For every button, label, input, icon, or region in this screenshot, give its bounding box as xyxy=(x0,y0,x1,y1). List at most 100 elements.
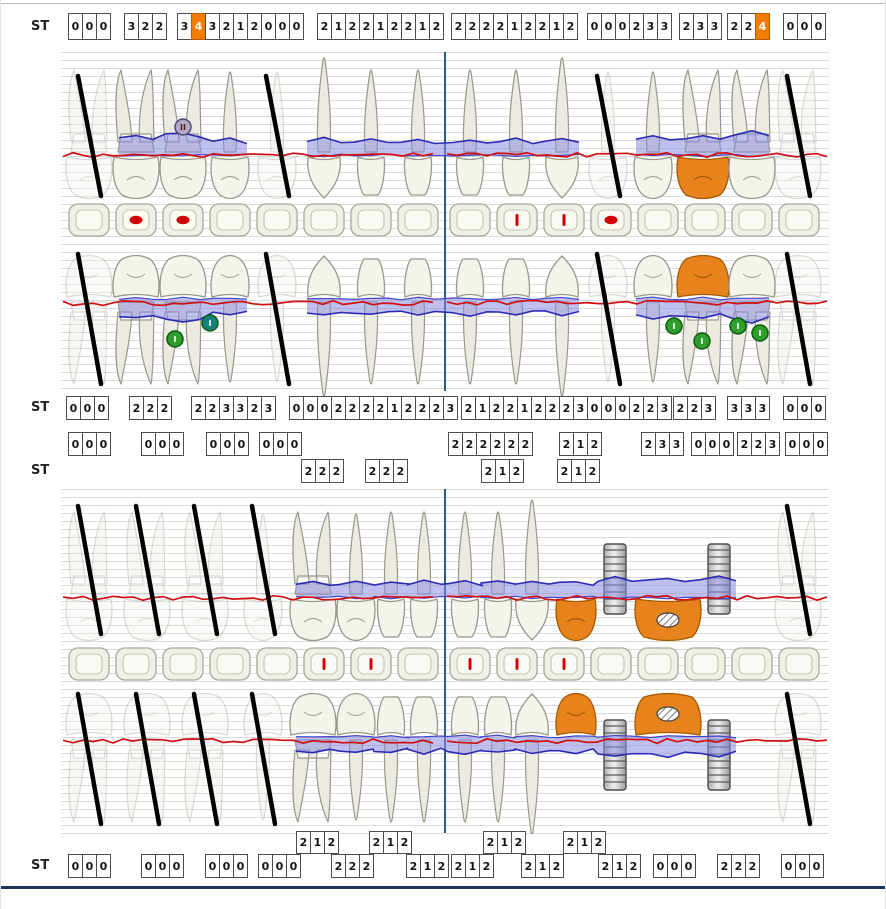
pocket-depth-cell[interactable]: 2 xyxy=(369,831,384,854)
occlusal-surface-cell[interactable] xyxy=(637,203,679,237)
furcation-marker-icon[interactable]: I xyxy=(729,317,747,335)
pocket-depth-cell[interactable]: 0 xyxy=(797,396,812,420)
tooth[interactable] xyxy=(450,511,480,638)
tooth[interactable] xyxy=(159,69,207,200)
pocket-depth-cell[interactable]: 0 xyxy=(797,13,812,40)
pocket-depth-cell[interactable]: 1 xyxy=(475,396,490,420)
pocket-depth-cell[interactable]: 2 xyxy=(157,396,172,420)
pocket-depth-cell[interactable]: 1 xyxy=(571,459,586,483)
pocket-depth-cell[interactable]: 2 xyxy=(476,432,491,456)
pocket-depth-cell[interactable]: 2 xyxy=(531,396,546,420)
pocket-depth-cell[interactable]: 2 xyxy=(587,432,602,456)
pocket-depth-cell[interactable]: 3 xyxy=(707,13,722,40)
pocket-depth-cell[interactable]: 1 xyxy=(577,831,592,854)
pocket-depth-cell[interactable]: 2 xyxy=(559,432,574,456)
tooth[interactable] xyxy=(409,696,439,823)
pocket-depth-cell[interactable]: 0 xyxy=(289,13,304,40)
pocket-depth-cell[interactable]: 2 xyxy=(247,396,262,420)
pocket-depth-cell[interactable]: 2 xyxy=(549,854,564,878)
occlusal-surface-cell[interactable] xyxy=(350,203,392,237)
pocket-depth-cell[interactable]: 2 xyxy=(585,459,600,483)
pocket-depth-cell[interactable]: 0 xyxy=(601,396,616,420)
occlusal-surface-cell[interactable] xyxy=(496,203,538,237)
pocket-depth-cell[interactable]: 0 xyxy=(795,854,810,878)
pocket-depth-cell[interactable]: 0 xyxy=(233,854,248,878)
occlusal-surface-cell[interactable] xyxy=(590,647,632,681)
pocket-depth-cell[interactable]: 0 xyxy=(615,396,630,420)
pocket-depth-cell[interactable]: 2 xyxy=(451,854,466,878)
pocket-depth-cell[interactable]: 0 xyxy=(82,854,97,878)
pocket-depth-cell[interactable]: 0 xyxy=(809,854,824,878)
pocket-depth-cell[interactable]: 0 xyxy=(220,432,235,456)
tooth[interactable] xyxy=(633,254,673,383)
tooth[interactable] xyxy=(774,254,822,385)
occlusal-surface-cell[interactable] xyxy=(209,203,251,237)
tooth[interactable] xyxy=(336,513,376,642)
pocket-depth-cell[interactable]: 2 xyxy=(465,13,480,40)
occlusal-surface-cell[interactable] xyxy=(303,647,345,681)
occlusal-surface-cell[interactable] xyxy=(68,203,110,237)
pocket-depth-cell[interactable]: 1 xyxy=(465,854,480,878)
pocket-depth-cell[interactable]: 2 xyxy=(557,459,572,483)
pocket-depth-cell[interactable]: 1 xyxy=(507,13,522,40)
pocket-depth-cell[interactable]: 2 xyxy=(345,396,360,420)
pocket-depth-cell[interactable]: 0 xyxy=(272,854,287,878)
pocket-depth-cell[interactable]: 0 xyxy=(813,432,828,456)
pocket-depth-cell[interactable]: 2 xyxy=(324,831,339,854)
pocket-depth-cell[interactable]: 3 xyxy=(124,13,139,40)
pocket-depth-cell[interactable]: 4 xyxy=(755,13,770,40)
pocket-depth-cell[interactable]: 0 xyxy=(601,13,616,40)
pocket-depth-cell[interactable]: 0 xyxy=(219,854,234,878)
pocket-depth-cell[interactable]: 2 xyxy=(331,396,346,420)
implant-crown-with-access-hole[interactable] xyxy=(634,598,702,642)
pocket-depth-cell[interactable]: 0 xyxy=(303,396,318,420)
pocket-depth-cell[interactable]: 1 xyxy=(612,854,627,878)
pocket-depth-cell[interactable]: 0 xyxy=(799,432,814,456)
pocket-depth-cell[interactable]: 2 xyxy=(745,854,760,878)
pocket-depth-cell[interactable]: 0 xyxy=(681,854,696,878)
pocket-depth-cell[interactable]: 0 xyxy=(68,854,83,878)
occlusal-surface-cell[interactable] xyxy=(256,203,298,237)
pocket-depth-cell[interactable]: 0 xyxy=(781,854,796,878)
tooth[interactable] xyxy=(455,258,485,385)
pocket-depth-cell[interactable]: 2 xyxy=(489,396,504,420)
pocket-depth-cell[interactable]: 0 xyxy=(317,396,332,420)
pocket-depth-cell[interactable]: 2 xyxy=(345,13,360,40)
pocket-depth-cell[interactable]: 3 xyxy=(669,432,684,456)
pocket-depth-cell[interactable]: 1 xyxy=(310,831,325,854)
pocket-depth-cell[interactable]: 3 xyxy=(765,432,780,456)
occlusal-surface-cell[interactable] xyxy=(778,203,820,237)
tooth[interactable] xyxy=(356,69,386,196)
pocket-depth-cell[interactable]: 1 xyxy=(331,13,346,40)
occlusal-surface-cell[interactable] xyxy=(684,203,726,237)
pocket-depth-cell[interactable]: 3 xyxy=(573,396,588,420)
furcation-marker-icon[interactable]: I xyxy=(166,330,184,348)
tooth[interactable] xyxy=(545,57,579,199)
tooth[interactable] xyxy=(336,692,376,821)
pocket-depth-cell[interactable]: 2 xyxy=(401,396,416,420)
pocket-depth-cell[interactable]: 0 xyxy=(96,13,111,40)
pocket-depth-cell[interactable]: 1 xyxy=(387,396,402,420)
pocket-depth-cell[interactable]: 3 xyxy=(657,396,672,420)
pocket-depth-cell[interactable]: 2 xyxy=(296,831,311,854)
pocket-depth-cell[interactable]: 2 xyxy=(483,831,498,854)
tooth[interactable] xyxy=(483,696,513,823)
pocket-depth-cell[interactable]: 0 xyxy=(96,854,111,878)
tooth[interactable] xyxy=(403,258,433,385)
pocket-depth-cell[interactable]: 0 xyxy=(259,432,274,456)
tooth[interactable] xyxy=(409,511,439,638)
pocket-depth-cell[interactable]: 2 xyxy=(129,396,144,420)
tooth[interactable] xyxy=(356,258,386,385)
pocket-depth-cell[interactable]: 0 xyxy=(141,854,156,878)
pocket-depth-cell[interactable]: 1 xyxy=(497,831,512,854)
pocket-depth-cell[interactable]: 1 xyxy=(573,432,588,456)
pocket-depth-cell[interactable]: 3 xyxy=(177,13,192,40)
pocket-depth-cell[interactable]: 2 xyxy=(434,854,449,878)
pocket-depth-cell[interactable]: 2 xyxy=(509,459,524,483)
pocket-depth-cell[interactable]: 0 xyxy=(94,396,109,420)
pocket-depth-cell[interactable]: 0 xyxy=(587,396,602,420)
pocket-depth-cell[interactable]: 0 xyxy=(261,13,276,40)
pocket-depth-cell[interactable]: 2 xyxy=(563,831,578,854)
tooth[interactable] xyxy=(450,696,480,823)
pocket-depth-cell[interactable]: 0 xyxy=(155,432,170,456)
